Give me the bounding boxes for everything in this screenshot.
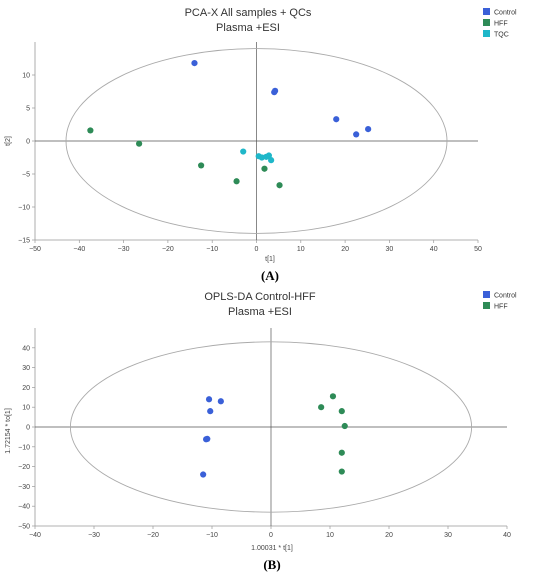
x-tick-label: 20	[385, 532, 393, 539]
legend-swatch-hff	[483, 302, 490, 309]
x-tick-label: −40	[29, 532, 41, 539]
y-tick-label: −5	[22, 172, 30, 179]
data-point-hff	[276, 182, 283, 189]
y-tick-label: 10	[22, 73, 30, 80]
y-axis-title: 1.72154 * to[1]	[5, 408, 12, 454]
legend-label-hff: HFF	[494, 20, 508, 27]
points	[200, 393, 348, 478]
y-tick-label: 20	[22, 385, 30, 392]
data-point-control	[191, 60, 198, 67]
data-point-control	[272, 87, 279, 94]
y-tick-label: 40	[22, 345, 30, 352]
panel-label: (A)	[261, 268, 279, 283]
x-tick-label: −50	[29, 246, 41, 253]
y-tick-label: 5	[26, 106, 30, 113]
data-point-hff	[338, 408, 345, 415]
x-axis-title: 1.00031 * t[1]	[251, 545, 293, 552]
legend: Control HFF TQC	[483, 8, 517, 38]
x-tick-label: 0	[269, 532, 273, 539]
y-ticks: −15 −10 −5 0 5 10	[18, 73, 35, 245]
x-tick-label: 20	[341, 246, 349, 253]
y-tick-label: −10	[18, 444, 30, 451]
x-tick-label: 30	[444, 532, 452, 539]
y-tick-label: −15	[18, 238, 30, 245]
x-tick-label: −40	[73, 246, 85, 253]
data-point-hff	[329, 393, 337, 400]
data-point-control	[205, 396, 213, 403]
x-tick-label: −30	[118, 246, 130, 253]
y-tick-label: −10	[18, 205, 30, 212]
x-tick-label: 40	[430, 246, 438, 253]
data-point-tqc	[265, 152, 273, 159]
points	[87, 60, 372, 189]
x-tick-label: 10	[326, 532, 334, 539]
x-tick-label: −20	[162, 246, 174, 253]
data-point-tqc	[240, 148, 247, 155]
data-point-hff	[338, 449, 345, 456]
y-tick-label: −20	[18, 464, 30, 471]
pca-chart: PCA-X All samples + QCs Plasma +ESI Cont…	[5, 7, 517, 283]
x-tick-label: 10	[297, 246, 305, 253]
chart-title: PCA-X All samples + QCs	[185, 7, 312, 19]
legend-label-control: Control	[494, 292, 517, 299]
data-point-tqc	[268, 157, 275, 164]
y-tick-label: 0	[26, 139, 30, 146]
legend-label-hff: HFF	[494, 303, 508, 310]
y-tick-label: −40	[18, 504, 30, 511]
data-point-control	[365, 126, 372, 133]
x-tick-label: −20	[147, 532, 159, 539]
y-tick-label: 30	[22, 365, 30, 372]
data-point-hff	[87, 127, 94, 134]
legend-swatch-control	[483, 8, 490, 15]
confidence-ellipse	[65, 48, 448, 234]
data-point-control	[200, 471, 207, 478]
data-point-hff	[338, 468, 345, 475]
x-tick-label: −10	[206, 532, 218, 539]
y-tick-label: 10	[22, 405, 30, 412]
plot-frame	[34, 328, 507, 527]
chart-subtitle: Plasma +ESI	[228, 306, 292, 318]
panel-label: (B)	[263, 557, 280, 572]
y-tick-label: 0	[26, 425, 30, 432]
legend-label-control: Control	[494, 9, 517, 16]
y-ticks: −50 −40 −30 −20 −10 0 10 20 30 40	[18, 345, 35, 531]
data-point-hff	[341, 422, 348, 430]
data-point-hff	[136, 140, 143, 147]
x-tick-label: −10	[206, 246, 218, 253]
x-tick-label: 40	[503, 532, 511, 539]
opls-da-chart: OPLS-DA Control-HFF Plasma +ESI Control H…	[5, 291, 517, 572]
x-axis-title: t[1]	[265, 256, 275, 263]
data-point-hff	[198, 162, 205, 169]
x-tick-label: 30	[386, 246, 394, 253]
data-point-hff	[233, 178, 240, 185]
y-axis-title: t[2]	[5, 136, 12, 146]
data-point-control	[207, 408, 214, 415]
y-tick-label: −50	[18, 524, 30, 531]
x-ticks: −40 −30 −20 −10 0 10 20 30 40	[29, 526, 511, 539]
legend-swatch-tqc	[483, 30, 490, 37]
legend-swatch-control	[483, 291, 490, 298]
x-tick-label: 0	[255, 246, 259, 253]
confidence-ellipse	[69, 341, 473, 513]
legend: Control HFF	[483, 291, 517, 310]
data-point-hff	[318, 404, 325, 411]
data-point-control	[353, 131, 360, 138]
data-point-control	[203, 436, 210, 443]
plot-frame	[34, 42, 478, 241]
legend-label-tqc: TQC	[494, 31, 509, 38]
data-point-control	[217, 398, 224, 405]
data-point-hff	[261, 165, 268, 172]
x-tick-label: 50	[474, 246, 482, 253]
x-ticks: −50 −40 −30 −20 −10 0 10 20 30 40 50	[29, 240, 482, 253]
chart-title: OPLS-DA Control-HFF	[204, 291, 316, 303]
data-point-control	[333, 116, 340, 123]
legend-swatch-hff	[483, 19, 490, 26]
y-tick-label: −30	[18, 484, 30, 491]
chart-subtitle: Plasma +ESI	[216, 22, 280, 34]
x-tick-label: −30	[88, 532, 100, 539]
